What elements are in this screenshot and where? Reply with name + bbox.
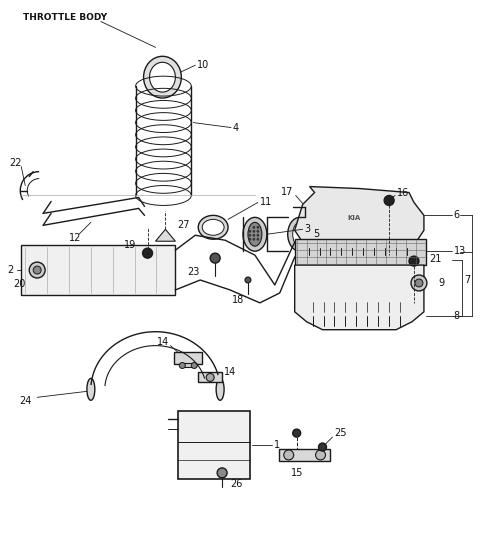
Circle shape [257, 234, 259, 236]
Text: 11: 11 [260, 197, 272, 207]
Bar [21, 245, 175, 295]
Text: 25: 25 [335, 428, 347, 438]
Bar [174, 352, 202, 363]
Circle shape [29, 262, 45, 278]
Text: 2: 2 [7, 265, 13, 275]
Ellipse shape [293, 222, 307, 246]
Ellipse shape [144, 56, 181, 98]
Circle shape [384, 196, 394, 205]
Ellipse shape [150, 62, 175, 92]
Text: 8: 8 [454, 311, 460, 321]
Circle shape [249, 238, 251, 240]
Circle shape [257, 226, 259, 228]
Text: KIA: KIA [348, 215, 360, 221]
Text: 17: 17 [281, 187, 293, 197]
Circle shape [257, 230, 259, 233]
Circle shape [192, 363, 197, 368]
Text: 14: 14 [156, 337, 169, 347]
Circle shape [293, 429, 300, 437]
Circle shape [284, 450, 294, 460]
Text: 23: 23 [187, 267, 200, 277]
Circle shape [257, 238, 259, 240]
Circle shape [253, 230, 255, 233]
Circle shape [249, 234, 251, 236]
Text: 14: 14 [224, 367, 236, 377]
Circle shape [245, 277, 251, 283]
Text: 24: 24 [19, 396, 32, 406]
Polygon shape [156, 229, 175, 241]
Bar [180, 363, 196, 367]
Ellipse shape [216, 378, 224, 400]
Text: THROTTLE BODY: THROTTLE BODY [23, 13, 108, 22]
Bar [279, 449, 330, 461]
Circle shape [180, 363, 185, 368]
Bar [198, 372, 222, 382]
Circle shape [143, 248, 153, 258]
Circle shape [253, 238, 255, 240]
Circle shape [319, 443, 326, 451]
Text: 1: 1 [274, 440, 280, 450]
Circle shape [415, 279, 423, 287]
Text: 18: 18 [232, 295, 244, 305]
Circle shape [253, 226, 255, 228]
Ellipse shape [198, 215, 228, 239]
Text: 9: 9 [439, 278, 445, 288]
Text: 27: 27 [178, 220, 190, 230]
Text: 12: 12 [69, 233, 82, 243]
Text: 10: 10 [197, 60, 209, 70]
Circle shape [315, 450, 325, 460]
Text: 13: 13 [454, 246, 466, 256]
Circle shape [210, 253, 220, 263]
Circle shape [249, 230, 251, 233]
Circle shape [206, 373, 214, 381]
Ellipse shape [87, 378, 95, 400]
Text: 20: 20 [13, 279, 26, 289]
Bar [179, 411, 250, 479]
Bar [295, 239, 426, 265]
Circle shape [411, 275, 427, 291]
Ellipse shape [243, 217, 267, 251]
Text: 5: 5 [313, 229, 320, 239]
Polygon shape [295, 187, 424, 250]
Text: 6: 6 [454, 210, 460, 220]
Ellipse shape [202, 219, 224, 235]
Circle shape [33, 266, 41, 274]
Circle shape [409, 256, 419, 266]
Text: 21: 21 [429, 254, 441, 264]
Polygon shape [295, 265, 424, 330]
Text: 4: 4 [233, 122, 239, 132]
Circle shape [253, 234, 255, 236]
Text: 22: 22 [9, 158, 22, 168]
Ellipse shape [248, 222, 262, 246]
Circle shape [217, 468, 227, 478]
Text: 15: 15 [291, 468, 303, 478]
Text: 7: 7 [464, 275, 470, 285]
Ellipse shape [288, 217, 312, 251]
Text: 3: 3 [305, 224, 311, 234]
Text: 19: 19 [124, 240, 136, 250]
Text: 26: 26 [230, 479, 242, 489]
Text: 16: 16 [397, 187, 409, 197]
